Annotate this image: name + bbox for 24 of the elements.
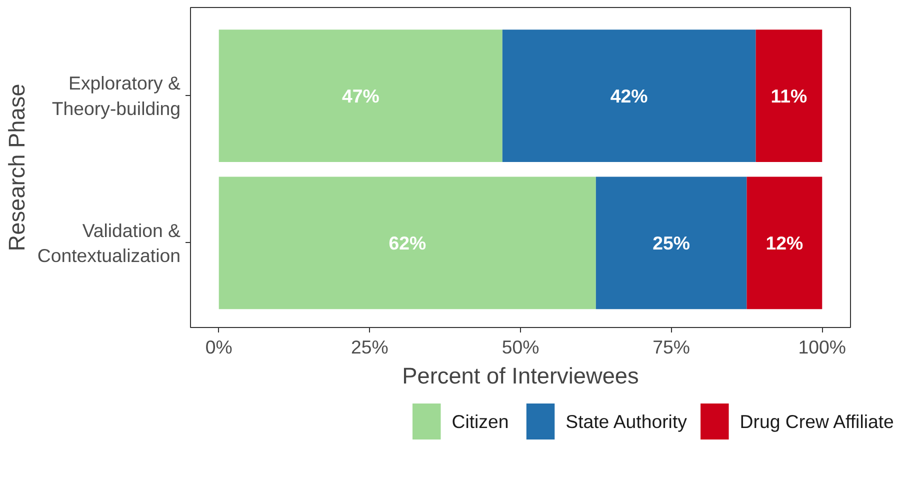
bar [218,176,596,310]
x-tick-label: 100% [798,336,846,358]
x-tick-label: 75% [652,336,690,358]
y-tick-label: Validation & Contextualization [37,220,182,266]
data-label: 12% [766,232,804,254]
bar [218,30,502,162]
legend-label: Drug Crew Affiliate [740,411,894,432]
bar [596,176,747,310]
bar [502,30,756,162]
legend-label: State Authority [566,411,688,432]
data-label: 25% [652,232,690,254]
bar [756,30,822,162]
x-tick-label: 25% [351,336,388,358]
x-tick-label: 0% [205,336,232,358]
data-label: 47% [342,85,380,106]
data-label: 42% [610,85,648,106]
y-axis-title: Research Phase [3,84,30,252]
x-tick-label: 50% [502,336,540,358]
data-label: 62% [388,232,426,254]
x-axis-title: Percent of Interviewees [402,362,639,388]
y-tick-label: Exploratory & Theory-building [52,72,182,119]
bar [746,176,822,310]
data-label: 11% [770,85,808,106]
legend-label: Citizen [452,411,509,432]
